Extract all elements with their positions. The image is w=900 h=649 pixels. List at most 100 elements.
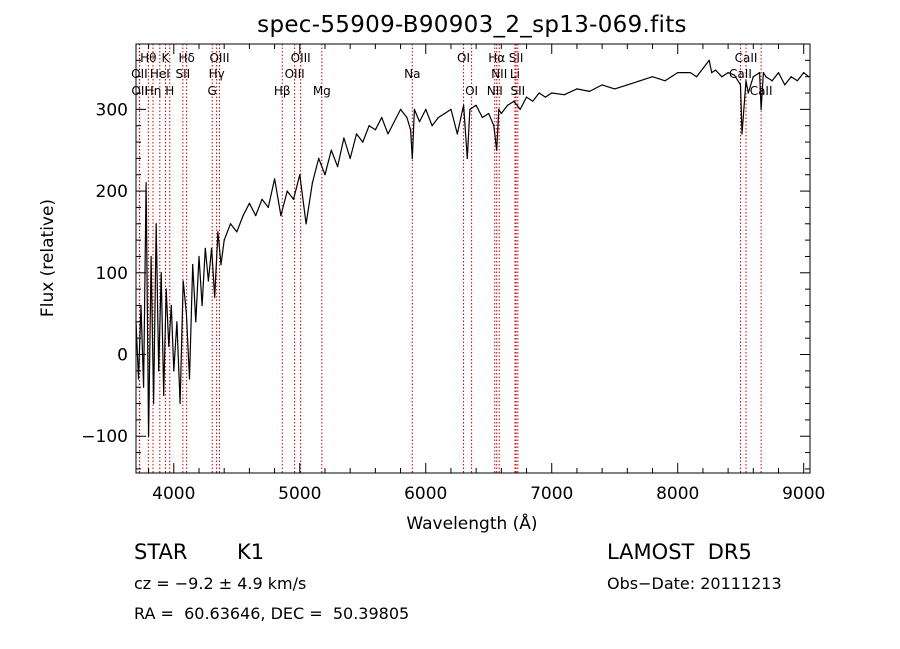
spectrum-point — [299, 174, 301, 176]
spectrum-point — [425, 108, 427, 110]
spectrum-point — [784, 84, 786, 86]
spectral-line-label: CaII — [750, 84, 773, 98]
spectral-line-label: NII — [487, 84, 503, 98]
spectral-line-label: Hθ — [140, 51, 156, 65]
spectrum-point — [481, 116, 483, 119]
x-tick-label: 6000 — [404, 484, 447, 504]
spectrum-point — [170, 304, 172, 307]
spectral-line-label: Hγ — [209, 67, 225, 81]
coordinates-label: RA = 60.63646, DEC = 50.39805 — [134, 604, 410, 623]
spectral-line-label: OIII — [285, 67, 305, 81]
spectrum-point — [330, 149, 332, 151]
spectral-line-label: HeI — [150, 67, 170, 81]
spectrum-point — [179, 402, 181, 405]
spectrum-point — [513, 100, 515, 102]
spectral-line-label: Hα — [488, 51, 505, 65]
x-tick-label: 5000 — [278, 484, 321, 504]
spectrum-point — [204, 247, 206, 249]
observation-date-label: Obs−Date: 20111213 — [607, 574, 782, 593]
object-class-label: STAR — [134, 540, 188, 564]
spectrum-point — [220, 264, 222, 266]
y-tick-label: 0 — [117, 346, 128, 366]
spectrum-point — [519, 108, 521, 110]
x-tick-label: 8000 — [656, 484, 699, 504]
spectral-line-label: SII — [509, 51, 524, 65]
spectral-line-label: OII — [131, 67, 148, 81]
spectrum-point — [255, 215, 257, 217]
spectrum-point — [145, 182, 147, 184]
spectrum-point — [217, 231, 219, 233]
spectral-line-label: CaII — [729, 67, 752, 81]
spectrum-point — [664, 80, 666, 82]
spectrum-point — [790, 76, 792, 78]
spectrum-point — [318, 157, 320, 159]
spectrum-point — [413, 108, 415, 110]
spectrum-point — [498, 108, 500, 110]
spectral-line-label: OI — [457, 51, 470, 65]
spectrum-point — [651, 76, 654, 78]
spectrum-point — [463, 104, 465, 106]
spectrum-point — [343, 137, 345, 139]
spectral-line-label: Hη — [145, 84, 162, 98]
spectrum-point — [496, 149, 498, 151]
spectrum-point — [760, 108, 762, 110]
spectrum-point — [165, 288, 167, 290]
spectrum-point — [198, 255, 200, 258]
x-tick-label: 9000 — [782, 484, 825, 504]
spectrum-point — [155, 223, 157, 225]
spectrum-point — [702, 67, 704, 70]
spectral-line-label: OIII — [291, 51, 311, 65]
spectrum-point — [418, 121, 421, 123]
spectrum-point — [374, 129, 376, 131]
spectrum-point — [727, 72, 729, 74]
spectral-line-label: Li — [510, 67, 520, 81]
spectrum-point — [762, 72, 765, 74]
spectrum-point — [588, 90, 591, 92]
spectrum-point — [192, 264, 194, 266]
spectrum-point — [532, 100, 534, 102]
spectrum-point — [752, 76, 754, 78]
spectrum-point — [759, 72, 761, 74]
spectrum-point — [450, 108, 452, 110]
spectrum-point — [708, 59, 710, 61]
spectrum-point — [469, 108, 471, 110]
y-tick-label: 200 — [96, 182, 128, 202]
redshift-velocity-label: cz = −9.2 ± 4.9 km/s — [134, 574, 307, 593]
chart-title: spec-55909-B90903_2_sp13-069.fits — [257, 12, 687, 38]
spectrum-point — [150, 255, 152, 258]
spectrum-point — [563, 94, 565, 96]
spectrum-point — [368, 125, 370, 127]
plot-frame — [135, 43, 811, 474]
spectrum-point — [223, 239, 225, 241]
spectral-line-label: CaII — [735, 51, 758, 65]
spectral-line-label: Hδ — [178, 51, 194, 65]
spectrum-point — [229, 223, 232, 225]
spectral-line-label: NII — [491, 67, 507, 81]
spectrum-point — [747, 92, 749, 94]
spectrum-point — [337, 166, 339, 168]
x-axis-label: Wavelength (Å) — [406, 512, 537, 534]
spectrum-point — [195, 321, 197, 323]
x-tick-label: 7000 — [530, 484, 573, 504]
spectrum-series — [135, 59, 810, 437]
spectral-line-label: K — [162, 51, 171, 65]
spectrum-point — [601, 84, 603, 86]
spectral-line-label: SII — [176, 67, 191, 81]
spectrum-point — [803, 72, 805, 74]
spectrum-point — [696, 76, 698, 78]
spectrum-point — [733, 74, 736, 76]
spectrum-point — [410, 129, 412, 131]
spectrum-point — [507, 104, 509, 106]
y-tick-label: 300 — [96, 100, 128, 120]
spectrum-point — [305, 223, 307, 225]
spectrum-point — [267, 206, 269, 208]
spectrum-point — [214, 296, 216, 298]
spectrum-point — [544, 96, 547, 98]
spectrum-line — [135, 59, 810, 437]
spectrum-point — [280, 215, 282, 217]
spectrum-point — [236, 231, 238, 233]
spectrum-point — [168, 345, 170, 347]
spectrum-point — [431, 125, 433, 127]
y-tick-label: 100 — [96, 264, 128, 284]
spectrum-point — [745, 80, 747, 82]
